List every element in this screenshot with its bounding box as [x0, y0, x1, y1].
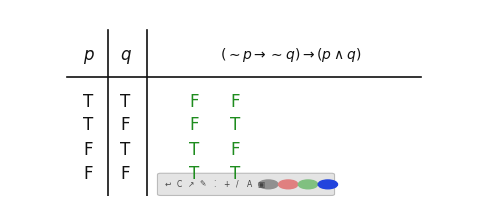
Text: F: F [120, 165, 130, 183]
Text: +: + [223, 180, 229, 189]
Text: T: T [83, 117, 93, 134]
Text: ✎: ✎ [200, 180, 206, 189]
Text: F: F [83, 141, 93, 159]
Circle shape [299, 180, 318, 189]
Text: A: A [247, 180, 252, 189]
Text: F: F [230, 93, 240, 111]
Text: ↩: ↩ [165, 180, 171, 189]
Circle shape [278, 180, 298, 189]
Text: F: F [83, 165, 93, 183]
Text: q: q [120, 46, 131, 64]
Text: F: F [189, 93, 199, 111]
Text: T: T [189, 141, 199, 159]
Circle shape [259, 180, 278, 189]
Text: ↗: ↗ [188, 180, 194, 189]
Text: F: F [120, 117, 130, 134]
Text: T: T [189, 165, 199, 183]
Text: F: F [189, 117, 199, 134]
Text: T: T [120, 93, 130, 111]
Text: T: T [230, 117, 240, 134]
Text: ▣: ▣ [257, 180, 264, 189]
Text: /: / [236, 180, 239, 189]
Text: $(\sim p \rightarrow \sim q) \rightarrow (p \wedge q)$: $(\sim p \rightarrow \sim q) \rightarrow… [220, 46, 361, 64]
Text: F: F [230, 141, 240, 159]
Text: T: T [120, 141, 130, 159]
Text: p: p [83, 46, 93, 64]
Text: ⁚: ⁚ [213, 180, 216, 189]
Circle shape [318, 180, 337, 189]
Text: T: T [230, 165, 240, 183]
FancyBboxPatch shape [157, 173, 335, 195]
Text: C: C [177, 180, 182, 189]
Text: T: T [83, 93, 93, 111]
